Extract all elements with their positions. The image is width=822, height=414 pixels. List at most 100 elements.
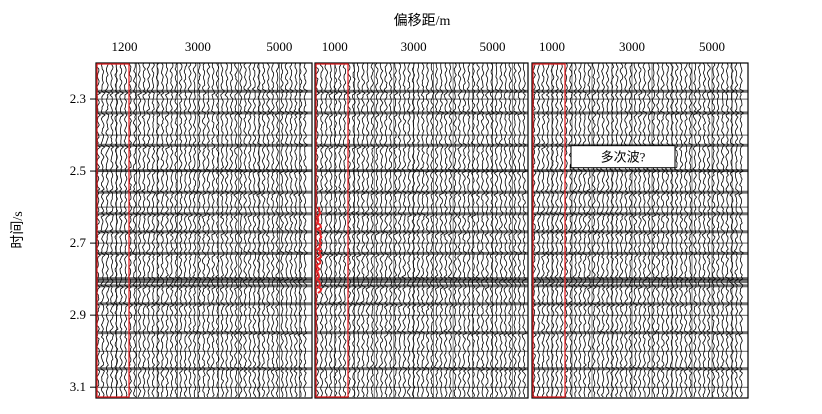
seismic-trace [489, 62, 495, 398]
reflection-event [96, 190, 312, 194]
gather-panel-3 [530, 62, 749, 399]
seismic-trace [288, 62, 295, 398]
seismic-trace [159, 62, 166, 398]
highlighted-trace [315, 206, 323, 294]
seismic-trace [177, 62, 184, 398]
seismic-trace [378, 62, 385, 398]
reflection-event [532, 251, 748, 255]
reflection-event [315, 169, 528, 173]
seismic-trace [182, 62, 189, 398]
panel-frame [531, 62, 749, 399]
reflection-event [532, 284, 748, 288]
seismic-trace [163, 62, 171, 398]
reflection-event [96, 277, 312, 284]
seismic-trace [715, 62, 722, 398]
seismic-trace [738, 62, 745, 398]
reflection-event [315, 302, 528, 306]
seismic-trace [131, 62, 138, 398]
seismic-trace [733, 62, 740, 398]
reflection-event [96, 251, 312, 255]
seismic-trace [614, 62, 620, 398]
seismic-trace [104, 62, 111, 398]
seismic-trace [706, 62, 712, 398]
reflection-event [315, 230, 528, 234]
seismic-trace [251, 62, 258, 398]
seismic-trace [590, 62, 597, 398]
seismic-trace [122, 62, 129, 398]
gather-panel-2 [313, 62, 529, 399]
reflection-event [532, 302, 748, 306]
y-tick-label: 2.9 [70, 307, 86, 322]
seismic-trace [628, 62, 634, 398]
y-tick-label: 2.5 [70, 163, 86, 178]
annotation-text: 多次波? [601, 150, 646, 165]
y-tick-label: 2.3 [70, 91, 86, 106]
reflection-event [315, 190, 528, 194]
seismic-trace [392, 62, 399, 398]
x-tick-label: 3000 [401, 39, 427, 54]
seismic-trace [637, 62, 643, 398]
seismic-trace [535, 62, 542, 398]
seismic-trace [521, 62, 528, 398]
y-tick-label: 3.1 [70, 379, 86, 394]
seismic-trace [484, 62, 491, 398]
reflection-event [532, 367, 748, 371]
seismic-trace [572, 62, 579, 398]
seismic-trace [586, 62, 593, 398]
seismic-trace [318, 62, 325, 398]
seismic-trace [641, 62, 648, 398]
seismic-trace [447, 62, 454, 398]
seismic-trace [187, 62, 194, 397]
reflection-event [532, 212, 748, 216]
reflection-event [315, 111, 528, 115]
seismic-trace [136, 62, 143, 398]
seismic-trace [415, 62, 422, 398]
seismic-trace [724, 62, 731, 398]
seismic-trace [359, 62, 367, 398]
seismic-trace [470, 62, 477, 398]
seismic-trace [292, 62, 299, 398]
gather-panel-1 [95, 62, 313, 399]
seismic-trace [173, 62, 180, 398]
seismic-trace [461, 62, 468, 398]
y-axis-label: 时间/s [10, 211, 26, 248]
seismic-trace [355, 62, 362, 398]
reflection-event [315, 284, 528, 288]
seismic-trace [205, 62, 212, 398]
seismic-trace [419, 62, 426, 398]
seismic-trace [457, 62, 463, 398]
seismic-trace [544, 62, 551, 398]
seismic-trace [696, 62, 703, 398]
x-tick-label: 5000 [480, 39, 506, 54]
x-tick-label: 1000 [539, 39, 565, 54]
seismic-trace [99, 62, 106, 398]
reflection-event [315, 251, 528, 255]
seismic-trace [350, 62, 357, 398]
near-offset-highlight [315, 63, 349, 398]
seismic-trace [364, 62, 371, 398]
seismic-trace [255, 62, 263, 398]
reflection-event [96, 89, 312, 93]
seismic-trace [279, 62, 286, 398]
seismic-trace [701, 62, 708, 398]
seismic-trace [383, 62, 390, 398]
reflection-event [532, 331, 748, 335]
seismic-trace [673, 62, 680, 398]
seismic-trace [719, 62, 726, 398]
seismic-trace [429, 62, 436, 398]
reflection-event [532, 169, 748, 173]
seismic-trace [108, 62, 115, 398]
seismic-trace [618, 62, 625, 398]
reflection-event [315, 367, 528, 371]
panel-frame [314, 62, 529, 399]
seismic-trace [480, 62, 486, 398]
seismic-trace [210, 62, 217, 398]
seismic-trace [558, 62, 565, 398]
seismic-trace [683, 62, 689, 398]
reflection-event [315, 212, 528, 216]
seismic-trace [498, 62, 505, 398]
seismic-trace [687, 62, 694, 398]
seismic-trace [140, 62, 148, 398]
seismic-trace [632, 62, 639, 398]
